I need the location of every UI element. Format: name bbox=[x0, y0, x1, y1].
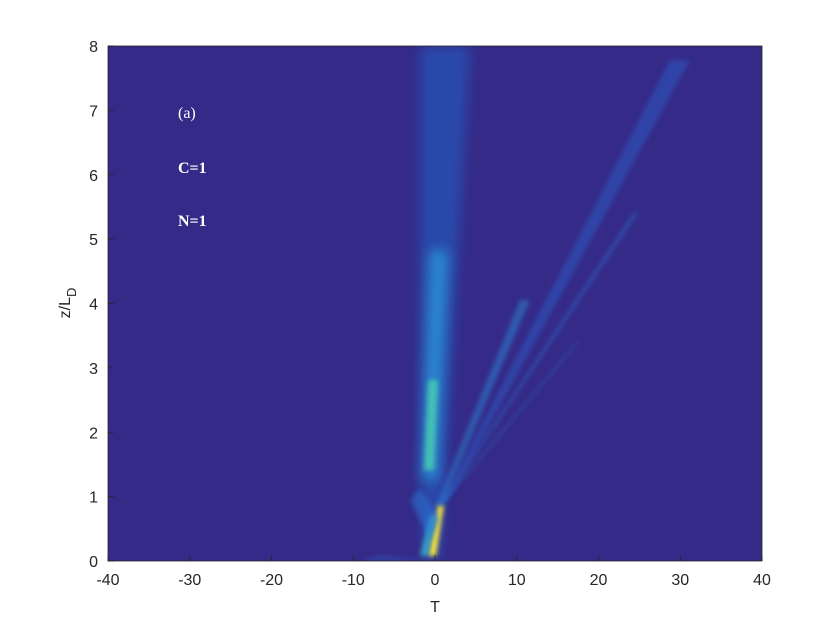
annotation: N=1 bbox=[178, 213, 207, 230]
x-tick-label: 0 bbox=[431, 572, 440, 589]
intensity-field bbox=[360, 46, 690, 560]
y-tick-label: 1 bbox=[89, 490, 98, 507]
streak bbox=[410, 488, 440, 540]
x-tick-label: 10 bbox=[508, 572, 526, 589]
y-axis-label-subscript: D bbox=[64, 288, 79, 297]
y-tick-label: 7 bbox=[89, 103, 98, 120]
streak bbox=[436, 300, 530, 505]
y-tick-label: 8 bbox=[89, 39, 98, 56]
x-axis-label: T bbox=[430, 599, 440, 616]
beam bbox=[428, 505, 444, 556]
streak bbox=[440, 340, 580, 505]
y-tick-label: 3 bbox=[89, 361, 98, 378]
x-tick-label: 20 bbox=[590, 572, 608, 589]
y-tick-label: 2 bbox=[89, 425, 98, 442]
beam bbox=[424, 380, 438, 470]
y-axis-label: z/LD bbox=[57, 288, 79, 319]
streak bbox=[440, 60, 690, 505]
x-tick-label: -20 bbox=[260, 572, 283, 589]
x-tick-label: -40 bbox=[96, 572, 119, 589]
y-tick-label: 6 bbox=[89, 168, 98, 185]
y-tick-label: 0 bbox=[89, 554, 98, 571]
panel-label: (a) bbox=[178, 105, 196, 122]
y-tick-label: 4 bbox=[89, 297, 98, 314]
y-axis-label-text: z/L bbox=[57, 297, 74, 318]
x-tick-label: -30 bbox=[178, 572, 201, 589]
x-tick-label: 40 bbox=[753, 572, 771, 589]
x-tick-label: -10 bbox=[342, 572, 365, 589]
x-tick-label: 30 bbox=[671, 572, 689, 589]
y-tick-label: 5 bbox=[89, 232, 98, 249]
streak bbox=[440, 210, 640, 505]
streak bbox=[360, 556, 432, 560]
annotation: C=1 bbox=[178, 160, 207, 177]
